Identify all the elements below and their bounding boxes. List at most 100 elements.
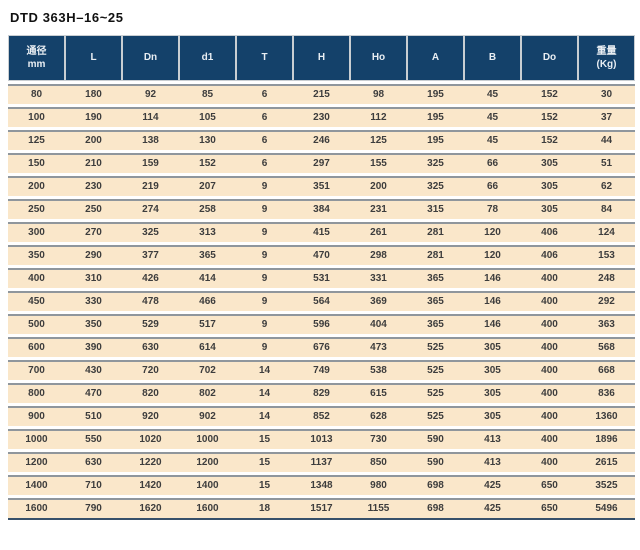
column-header: 重量 (Kg) (578, 35, 635, 81)
table-row: 100 190 114 105 6 230 112 195 45 152 37 (8, 107, 635, 127)
table-cell: 470 (65, 383, 122, 403)
table-cell: 195 (407, 84, 464, 104)
table-cell: 325 (407, 153, 464, 173)
table-cell: 9 (236, 314, 293, 334)
table-cell: 230 (65, 176, 122, 196)
table-cell: 400 (521, 360, 578, 380)
table-cell: 350 (8, 245, 65, 265)
table-cell: 1400 (179, 475, 236, 495)
table-cell: 1220 (122, 452, 179, 472)
table-cell: 92 (122, 84, 179, 104)
table-cell: 62 (578, 176, 635, 196)
table-cell: 1137 (293, 452, 350, 472)
table-cell: 531 (293, 268, 350, 288)
table-cell: 529 (122, 314, 179, 334)
column-header: Dn (122, 35, 179, 81)
table-row: 150 210 159 152 6 297 155 325 66 305 51 (8, 153, 635, 173)
table-cell: 615 (350, 383, 407, 403)
table-cell: 300 (8, 222, 65, 242)
table-cell: 365 (407, 291, 464, 311)
table-cell: 676 (293, 337, 350, 357)
header-row: 通径 mm L Dn d1 T H Ho A B Do 重量 (Kg) (8, 35, 635, 81)
table-cell: 702 (179, 360, 236, 380)
table-cell: 802 (179, 383, 236, 403)
table-cell: 630 (65, 452, 122, 472)
table-cell: 9 (236, 245, 293, 265)
table-cell: 6 (236, 153, 293, 173)
table-cell: 369 (350, 291, 407, 311)
table-cell: 274 (122, 199, 179, 219)
table-cell: 292 (578, 291, 635, 311)
table-cell: 150 (8, 153, 65, 173)
table-cell: 15 (236, 429, 293, 449)
table-cell: 66 (464, 176, 521, 196)
table-cell: 6 (236, 130, 293, 150)
table-cell: 710 (65, 475, 122, 495)
table-cell: 852 (293, 406, 350, 426)
table-cell: 400 (521, 291, 578, 311)
table-cell: 425 (464, 498, 521, 520)
table-cell: 466 (179, 291, 236, 311)
table-cell: 200 (65, 130, 122, 150)
table-cell: 700 (8, 360, 65, 380)
table-cell: 120 (464, 222, 521, 242)
table-cell: 1200 (179, 452, 236, 472)
table-cell: 159 (122, 153, 179, 173)
table-row: 800 470 820 802 14 829 615 525 305 400 836 (8, 383, 635, 403)
table-cell: 258 (179, 199, 236, 219)
table-cell: 628 (350, 406, 407, 426)
column-header: d1 (179, 35, 236, 81)
table-cell: 18 (236, 498, 293, 520)
table-cell: 400 (8, 268, 65, 288)
table-cell: 146 (464, 291, 521, 311)
table-cell: 331 (350, 268, 407, 288)
table-cell: 200 (8, 176, 65, 196)
table-cell: 980 (350, 475, 407, 495)
table-cell: 231 (350, 199, 407, 219)
table-cell: 2615 (578, 452, 635, 472)
table-cell: 384 (293, 199, 350, 219)
table-cell: 1896 (578, 429, 635, 449)
table-cell: 3525 (578, 475, 635, 495)
table-row: 700 430 720 702 14 749 538 525 305 400 668 (8, 360, 635, 380)
table-cell: 650 (521, 475, 578, 495)
table-cell: 525 (407, 360, 464, 380)
table-cell: 1155 (350, 498, 407, 520)
table-cell: 1360 (578, 406, 635, 426)
table-cell: 800 (8, 383, 65, 403)
table-cell: 330 (65, 291, 122, 311)
table-cell: 590 (407, 429, 464, 449)
table-cell: 248 (578, 268, 635, 288)
table-cell: 9 (236, 337, 293, 357)
table-row: 1400 710 1420 1400 15 1348 980 698 425 650 3525 (8, 475, 635, 495)
table-cell: 9 (236, 222, 293, 242)
table-cell: 550 (65, 429, 122, 449)
table-cell: 363 (578, 314, 635, 334)
table-row: 125 200 138 130 6 246 125 195 45 152 44 (8, 130, 635, 150)
table-cell: 720 (122, 360, 179, 380)
table-cell: 1517 (293, 498, 350, 520)
table-cell: 246 (293, 130, 350, 150)
table-cell: 315 (407, 199, 464, 219)
table-cell: 1013 (293, 429, 350, 449)
table-row: 250 250 274 258 9 384 231 315 78 305 84 (8, 199, 635, 219)
page-title: DTD 363H–16~25 (10, 10, 124, 25)
table-cell: 400 (521, 337, 578, 357)
table-cell: 146 (464, 268, 521, 288)
table-cell: 297 (293, 153, 350, 173)
table-cell: 230 (293, 107, 350, 127)
table-cell: 112 (350, 107, 407, 127)
table-cell: 130 (179, 130, 236, 150)
table-cell: 84 (578, 199, 635, 219)
table-cell: 195 (407, 130, 464, 150)
table-cell: 630 (122, 337, 179, 357)
table-cell: 6 (236, 84, 293, 104)
column-header: L (65, 35, 122, 81)
table-cell: 114 (122, 107, 179, 127)
table-cell: 305 (521, 199, 578, 219)
table-cell: 105 (179, 107, 236, 127)
table-row: 300 270 325 313 9 415 261 281 120 406 124 (8, 222, 635, 242)
table-cell: 400 (521, 406, 578, 426)
table-cell: 404 (350, 314, 407, 334)
table-cell: 1600 (8, 498, 65, 520)
